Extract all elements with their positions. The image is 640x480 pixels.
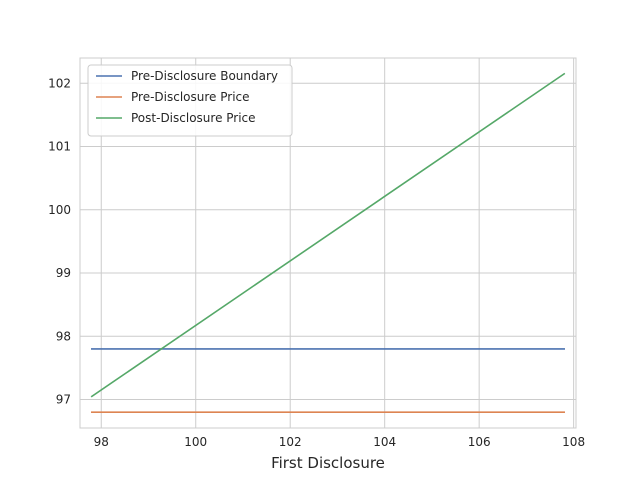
x-axis-label: First Disclosure bbox=[271, 454, 385, 472]
legend-label: Pre-Disclosure Boundary bbox=[131, 69, 278, 83]
legend-box bbox=[87, 64, 293, 137]
y-tick-label: 99 bbox=[56, 266, 71, 280]
y-tick-label: 97 bbox=[56, 393, 71, 407]
plot-frame bbox=[79, 57, 577, 429]
x-tick-label: 106 bbox=[468, 435, 491, 449]
series-layer bbox=[90, 72, 566, 413]
y-tick-label: 101 bbox=[48, 140, 71, 154]
x-tick-label: 98 bbox=[94, 435, 109, 449]
tick-layer: 98 100 102 104 106 108 97 98 99 100 101 102 bbox=[48, 76, 585, 449]
x-tick-label: 108 bbox=[562, 435, 585, 449]
x-tick-label: 102 bbox=[279, 435, 302, 449]
x-tick-label: 100 bbox=[184, 435, 207, 449]
legend-label: Post-Disclosure Price bbox=[131, 111, 256, 125]
y-tick-label: 98 bbox=[56, 329, 71, 343]
legend-label: Pre-Disclosure Price bbox=[131, 90, 250, 104]
x-tick-label: 104 bbox=[373, 435, 396, 449]
legend: Pre-Disclosure Boundary Pre-Disclosure Pr… bbox=[87, 64, 293, 137]
y-tick-label: 100 bbox=[48, 203, 71, 217]
y-tick-label: 102 bbox=[48, 76, 71, 90]
series-line-3 bbox=[90, 72, 566, 398]
